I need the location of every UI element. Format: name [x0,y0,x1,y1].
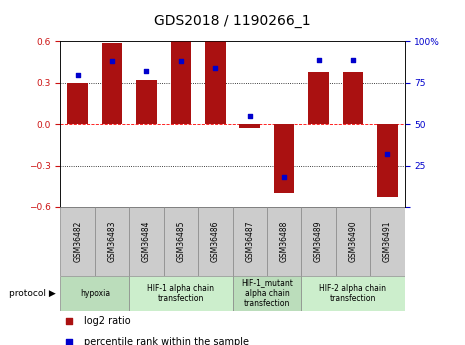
Point [74,72,81,77]
Bar [308,72,329,124]
Bar [343,72,363,124]
Bar [232,276,301,310]
Bar [95,207,129,276]
Text: GSM36488: GSM36488 [279,221,289,262]
Text: GSM36484: GSM36484 [142,221,151,262]
Bar [301,276,405,310]
Point [212,65,219,71]
Text: GSM36487: GSM36487 [245,221,254,262]
Text: GSM36489: GSM36489 [314,221,323,262]
Bar [232,207,267,276]
Point [384,151,391,157]
Text: GSM36485: GSM36485 [176,221,186,262]
Point [315,57,322,62]
Text: log2 ratio: log2 ratio [84,316,130,326]
Bar [67,83,88,124]
Bar [239,124,260,128]
Text: HIF-1_mutant
alpha chain
transfection: HIF-1_mutant alpha chain transfection [241,278,293,308]
Text: hypoxia: hypoxia [80,289,110,298]
Bar [301,207,336,276]
Text: GSM36486: GSM36486 [211,221,220,262]
Text: HIF-2 alpha chain
transfection: HIF-2 alpha chain transfection [319,284,386,303]
Point [349,57,357,62]
Bar [129,276,232,310]
Bar [60,207,95,276]
Bar [60,276,129,310]
Point [66,339,73,344]
Point [246,113,253,119]
Bar [274,124,294,193]
Bar [136,80,157,124]
Bar [377,124,398,197]
Bar [198,207,232,276]
Bar [370,207,405,276]
Text: GSM36483: GSM36483 [107,221,117,262]
Point [143,68,150,74]
Point [177,59,185,64]
Text: GSM36482: GSM36482 [73,221,82,262]
Point [280,175,288,180]
Bar [102,43,122,124]
Text: GSM36490: GSM36490 [348,221,358,262]
Bar [129,207,164,276]
Text: percentile rank within the sample: percentile rank within the sample [84,337,249,345]
Bar [336,207,370,276]
Point [66,318,73,324]
Point [108,59,116,64]
Text: HIF-1 alpha chain
transfection: HIF-1 alpha chain transfection [147,284,214,303]
Text: GSM36491: GSM36491 [383,221,392,262]
Bar [164,207,198,276]
Text: protocol ▶: protocol ▶ [9,289,56,298]
Bar [205,41,226,124]
Text: GDS2018 / 1190266_1: GDS2018 / 1190266_1 [154,14,311,28]
Bar [267,207,301,276]
Bar [171,41,191,124]
